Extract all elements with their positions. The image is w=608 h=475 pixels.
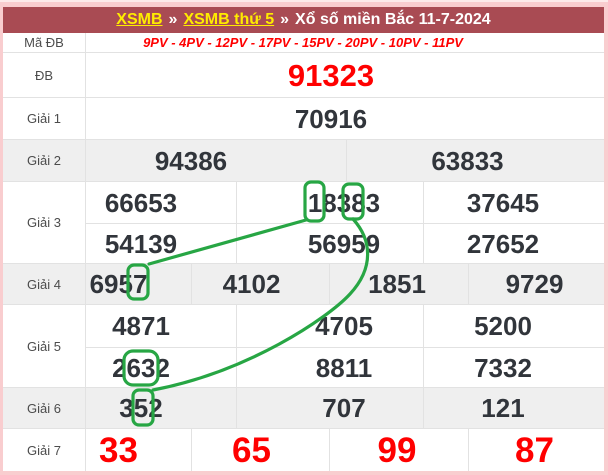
prize-number: 1851 — [329, 264, 468, 304]
prize-number: 56959 — [236, 223, 423, 263]
prize-number: 94386 — [154, 145, 228, 176]
breadcrumb-link-xsmb-thu-5[interactable]: XSMB thứ 5 — [183, 11, 275, 28]
breadcrumb-separator: » — [168, 11, 178, 28]
prize-number: 6957 — [89, 269, 148, 299]
prize-label: Giải 7 — [3, 429, 86, 471]
top-border-strip — [0, 0, 608, 2]
prize-row-giai-1: Giải 1 70916 — [3, 98, 604, 140]
prize-number: 66653 — [104, 187, 178, 218]
prize-number: 54139 — [86, 223, 236, 263]
prize-row-giai-7: Giải 7 33 65 99 87 — [3, 429, 604, 471]
prize-number: 352 — [119, 393, 163, 423]
prize-number: 4705 — [236, 305, 423, 347]
prize-number: 7332 — [423, 347, 604, 387]
prize-number: 121 — [423, 388, 604, 428]
prize-number: 33 — [99, 430, 138, 470]
results-table: XSMB » XSMB thứ 5 » Xổ số miền Bắc 11-7-… — [3, 7, 604, 471]
prize-label: Giải 1 — [3, 98, 86, 139]
prize-label: Giải 5 — [3, 305, 86, 387]
special-code-value: 9PV - 4PV - 12PV - 17PV - 15PV - 20PV - … — [143, 35, 463, 50]
prize-row-giai-3: Giải 3 66653 18383 37645 54139 56959 276… — [3, 182, 604, 264]
prize-label: Giải 2 — [3, 140, 86, 181]
prize-row-giai-5: Giải 5 4871 4705 5200 2632 8811 7332 — [3, 305, 604, 388]
prize-number: 4102 — [191, 264, 329, 304]
prize-label: ĐB — [3, 53, 86, 97]
prize-row-db: ĐB 91323 — [3, 53, 604, 98]
prize-number: 2632 — [86, 347, 236, 387]
breadcrumb-separator: » — [280, 11, 290, 28]
prize-row-giai-2: Giải 2 94386 63833 — [3, 140, 604, 182]
special-code-label: Mã ĐB — [3, 33, 86, 52]
prize-number: 27652 — [423, 223, 604, 263]
prize-number: 4871 — [112, 311, 170, 341]
prize-number: 87 — [468, 429, 604, 471]
breadcrumb: XSMB » XSMB thứ 5 » Xổ số miền Bắc 11-7-… — [3, 7, 604, 33]
prize-number: 91323 — [287, 57, 375, 93]
prize-number: 70916 — [294, 103, 368, 134]
prize-row-giai-6: Giải 6 352 707 121 — [3, 388, 604, 429]
prize-number: 65 — [191, 429, 329, 471]
special-code-row: Mã ĐB 9PV - 4PV - 12PV - 17PV - 15PV - 2… — [3, 33, 604, 53]
prize-number: 63833 — [346, 140, 604, 181]
prize-number: 707 — [236, 388, 423, 428]
prize-number: 9729 — [468, 264, 604, 304]
breadcrumb-link-xsmb[interactable]: XSMB — [116, 11, 163, 28]
prize-label: Giải 3 — [3, 182, 86, 263]
prize-row-giai-4: Giải 4 6957 4102 1851 9729 — [3, 264, 604, 305]
prize-number: 99 — [329, 429, 468, 471]
prize-number: 5200 — [423, 305, 604, 347]
prize-label: Giải 4 — [3, 264, 86, 304]
page-title: Xổ số miền Bắc 11-7-2024 — [295, 11, 491, 28]
prize-number: 37645 — [423, 182, 604, 223]
prize-number: 8811 — [236, 347, 423, 387]
prize-label: Giải 6 — [3, 388, 86, 428]
prize-number: 18383 — [236, 182, 423, 223]
